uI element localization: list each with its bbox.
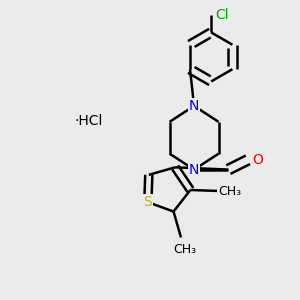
Text: S: S — [143, 195, 152, 209]
Text: CH₃: CH₃ — [173, 243, 196, 256]
Text: CH₃: CH₃ — [218, 185, 241, 198]
Text: Cl: Cl — [215, 8, 229, 22]
Text: O: O — [252, 153, 263, 167]
Text: N: N — [189, 163, 199, 177]
Text: ·HCl: ·HCl — [75, 114, 103, 128]
Text: N: N — [189, 99, 199, 113]
Text: N: N — [189, 99, 199, 113]
